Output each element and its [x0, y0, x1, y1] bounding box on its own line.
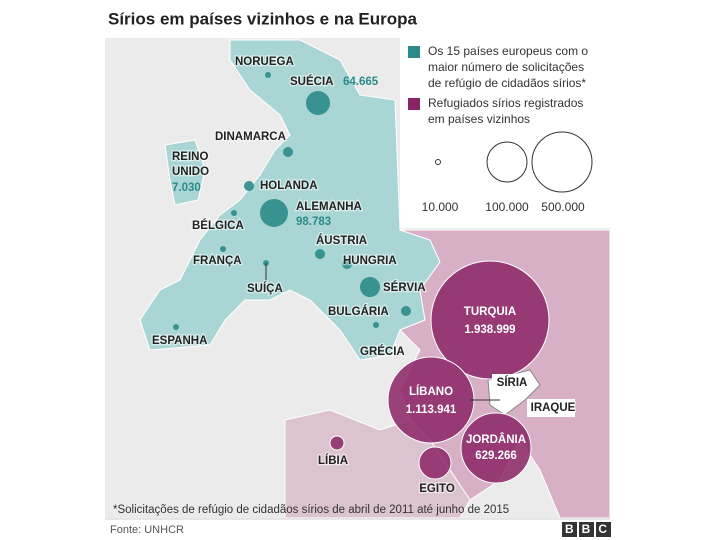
country-value: 629.266 [475, 450, 517, 462]
legend-size-circle [486, 141, 528, 183]
logo-block [562, 522, 577, 537]
footnote: *Solicitações de refúgio de cidadãos sír… [113, 504, 509, 516]
neighbor-bubble [418, 446, 452, 480]
europe-bubble [360, 277, 380, 297]
country-label: NORUEGA [235, 56, 294, 68]
country-value: 1.113.941 [406, 404, 457, 416]
europe-bubble [373, 322, 379, 328]
logo: BBC [565, 522, 615, 536]
country-label: SUÉCIA [290, 75, 333, 88]
country-label: HUNGRIA [343, 255, 397, 267]
country-label: REINO [172, 151, 208, 163]
legend-size-label: 10.000 [422, 200, 459, 214]
country-label: UNIDO [172, 166, 209, 178]
label-box [527, 399, 575, 417]
legend-swatch-europe [408, 46, 420, 58]
legend-size-circle [531, 131, 593, 193]
legend-text: de refúgio de cidadãos sírios* [428, 76, 586, 90]
country-label: ÁUSTRIA [316, 234, 367, 247]
legend-text: em países vizinhos [428, 112, 530, 126]
country-label: EGITO [419, 483, 455, 495]
country-label: HOLANDA [260, 180, 318, 192]
country-label: GRÉCIA [360, 345, 405, 358]
country-value: 98.783 [296, 216, 331, 228]
country-label: ESPANHA [152, 335, 207, 347]
europe-bubble [265, 72, 271, 78]
country-label: FRANÇA [193, 255, 242, 267]
europe-bubble [342, 259, 352, 269]
europe-bubble [220, 246, 226, 252]
legend-size-label: 500.000 [541, 200, 585, 214]
country-label: SÉRVIA [383, 281, 426, 294]
legend-size-circle [435, 159, 441, 165]
country-value: 64.665 [343, 76, 379, 88]
logo-block [596, 522, 611, 537]
legend-box [400, 38, 610, 228]
europe-bubble [260, 199, 288, 227]
country-value: 7.030 [172, 182, 201, 194]
neighbor-bubble [430, 260, 550, 380]
title: Sírios em países vizinhos e na Europa [108, 9, 417, 28]
europe-bubble [401, 306, 411, 316]
legend-text: Os 15 países europeus com o [428, 44, 588, 58]
europe-bubble [173, 324, 179, 330]
country-label: LÍBANO [409, 385, 453, 398]
country-label: DINAMARCA [215, 131, 286, 143]
country-label: SUÍÇA [247, 282, 283, 295]
legend-text: Refugiados sírios registrados [428, 96, 583, 110]
label-box [492, 374, 532, 391]
country-label: LÍBIA [318, 454, 348, 467]
europe-bubble [315, 249, 325, 259]
logo-block [579, 522, 594, 537]
europe-bubble [244, 181, 254, 191]
country-label: IRAQUE [531, 402, 576, 414]
country-label: BULGÁRIA [328, 305, 389, 318]
neighbor-bubble [387, 356, 475, 444]
legend-text: maior número de solicitações [428, 60, 584, 74]
country-label: JORDÂNIA [466, 433, 526, 446]
legend-swatch-neighbors [408, 98, 420, 110]
europe-bubble [283, 147, 293, 157]
country-label: ALEMANHA [296, 201, 362, 213]
source: Fonte: UNHCR [110, 524, 184, 536]
neighbor-bubble [460, 412, 532, 484]
country-label: BÉLGICA [192, 219, 244, 232]
country-value: 1.938.999 [464, 324, 515, 336]
neighbor-bubble [329, 435, 345, 451]
legend-size-label: 100.000 [485, 200, 529, 214]
country-label: TURQUIA [464, 306, 516, 318]
europe-bubble [231, 210, 237, 216]
uk-land [164, 139, 206, 206]
europe-bubble [306, 91, 330, 115]
country-label: SÍRIA [497, 376, 528, 389]
